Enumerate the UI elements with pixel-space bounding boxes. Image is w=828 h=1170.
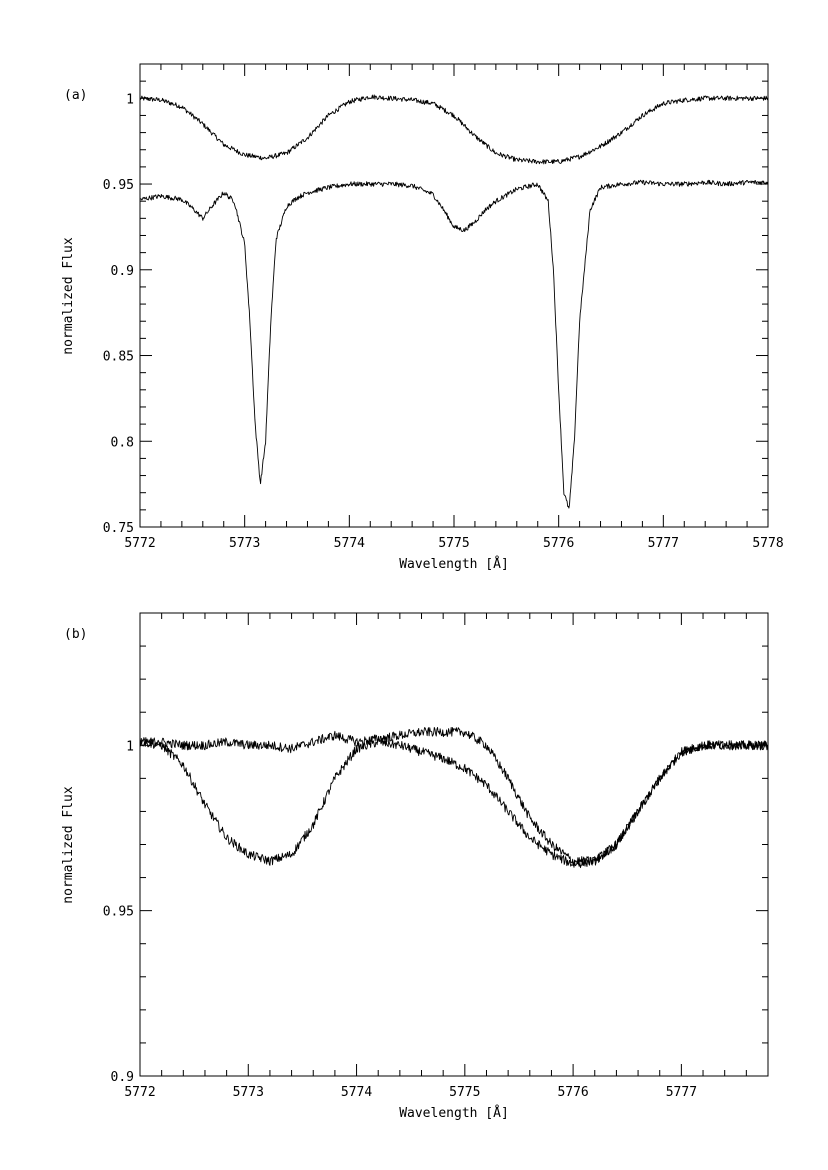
x-tick-label: 5775 [438,536,469,551]
panel-a: 5772 5773 5774 5775 5776 5777 5778 0.75 0.8 0.85… [61,63,784,572]
panel-b-x-tick-labels: 5772 5773 5774 5775 5776 5777 [124,1085,697,1100]
y-tick-label: 0.95 [103,178,134,193]
x-tick-label: 5772 [124,536,155,551]
x-tick-label: 5777 [666,1085,697,1100]
panel-a-series [139,94,769,509]
panel-a-y-axis-title: normalized Flux [61,237,76,355]
x-tick-label: 5773 [233,1085,264,1100]
panel-a-x-tick-labels: 5772 5773 5774 5775 5776 5777 5778 [124,536,783,551]
panel-b-spectrum-line-1 [139,738,769,869]
y-tick-label: 1 [126,739,134,754]
y-tick-label: 0.75 [103,521,134,536]
y-tick-label: 1 [126,92,134,107]
x-tick-label: 5774 [334,536,365,551]
x-tick-label: 5772 [124,1085,155,1100]
panel-a-y-tick-labels: 0.75 0.8 0.85 0.9 0.95 1 [103,92,134,536]
panel-a-label: (a) [64,88,87,103]
x-tick-label: 5775 [449,1085,480,1100]
x-tick-label: 5773 [229,536,260,551]
panel-b-series [139,727,769,869]
panel-b-spectrum-line-2 [139,727,768,866]
y-tick-label: 0.9 [111,264,134,279]
y-tick-label: 0.9 [111,1070,134,1085]
y-tick-label: 0.95 [103,905,134,920]
x-tick-label: 5776 [557,1085,588,1100]
panel-a-x-axis-title: Wavelength [Å] [399,556,509,572]
y-tick-label: 0.85 [103,350,134,365]
x-tick-label: 5778 [752,536,783,551]
panel-b: 5772 5773 5774 5775 5776 5777 0.9 0.95 1 (b) Wa… [61,612,769,1121]
panel-b-label: (b) [64,627,87,642]
panel-a-spectrum-line-2 [139,179,769,509]
x-tick-label: 5774 [341,1085,372,1100]
panel-a-frame [139,63,769,528]
x-tick-label: 5776 [543,536,574,551]
panel-b-x-axis-title: Wavelength [Å] [399,1105,509,1121]
panel-a-spectrum-line-1 [139,94,769,165]
x-tick-label: 5777 [648,536,679,551]
panel-b-y-tick-labels: 0.9 0.95 1 [103,739,134,1085]
panel-b-y-axis-title: normalized Flux [61,786,76,904]
panel-a-ticks [139,63,769,528]
panel-b-ticks [139,612,769,1077]
y-tick-label: 0.8 [111,435,134,450]
